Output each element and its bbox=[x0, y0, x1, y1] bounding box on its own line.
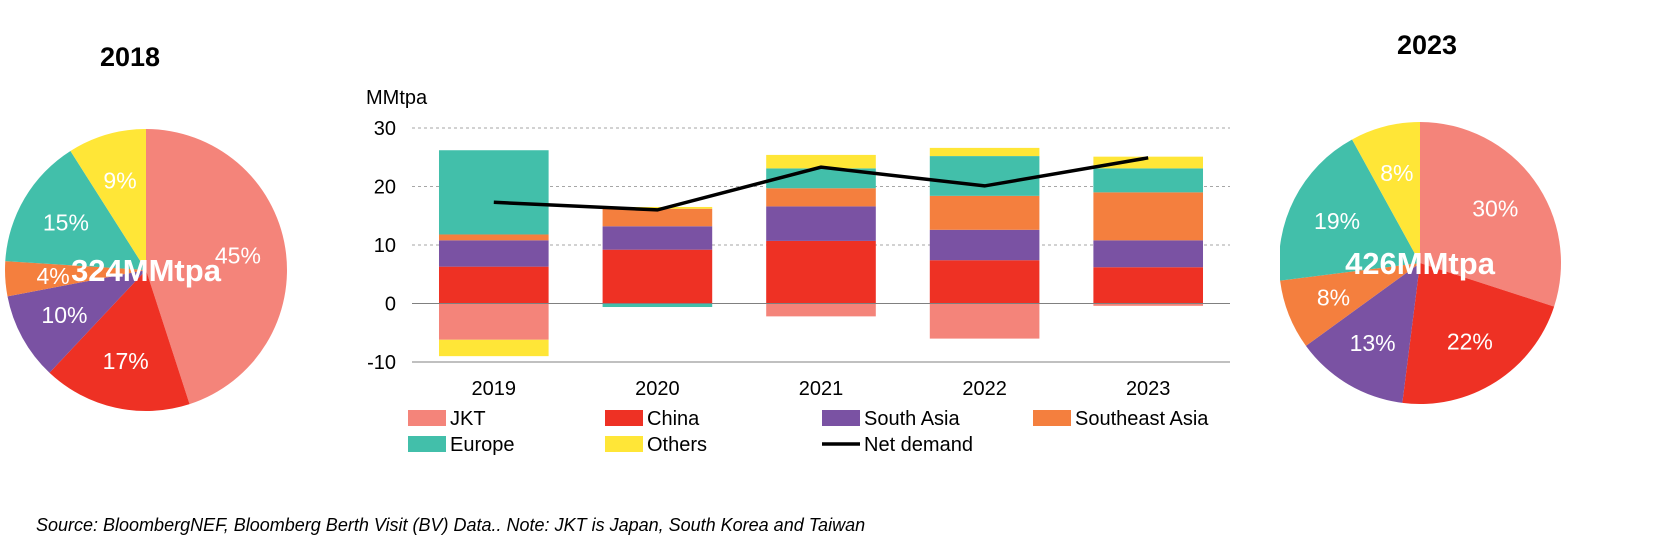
legend-swatch-south-asia bbox=[822, 410, 860, 426]
bar-2023-europe bbox=[1093, 168, 1204, 193]
pie-2018-slice-southeast-asia bbox=[4, 261, 146, 297]
legend-label-southeast-asia: Southeast Asia bbox=[1075, 408, 1209, 430]
bar-2020-south-asia bbox=[602, 226, 713, 250]
y-tick-label: 10 bbox=[374, 235, 396, 257]
legend-swatch-others bbox=[605, 436, 643, 452]
bar-2021-southeast-asia bbox=[766, 188, 876, 207]
bar-2023-southeast-asia bbox=[1093, 192, 1204, 241]
x-tick-label: 2022 bbox=[962, 378, 1007, 400]
pie-chart-2018: 45% 17% 10% 4% 15% 9% 324MMtpa bbox=[4, 129, 287, 411]
y-tick-label: 0 bbox=[385, 294, 396, 316]
legend-label-south-asia: South Asia bbox=[864, 408, 961, 430]
pie-2018-slice-south-asia bbox=[7, 270, 146, 373]
bar-2023-china bbox=[1093, 267, 1204, 304]
pie-2023-slice-jkt bbox=[1420, 122, 1561, 307]
legend-swatch-china bbox=[605, 410, 643, 426]
pie-2023-label-south-asia: 13% bbox=[1350, 330, 1396, 356]
y-tick-label: 20 bbox=[374, 177, 396, 199]
y-tick-label: -10 bbox=[367, 352, 396, 374]
pie-chart-2023: 30%22%13%8%19%8%426MMtpa bbox=[1280, 122, 1561, 404]
pie-2023-slice-others bbox=[1352, 122, 1420, 263]
pie-2018-slice-europe bbox=[5, 150, 147, 270]
pie-2023-slice-europe bbox=[1280, 139, 1420, 281]
legend-swatch-jkt bbox=[408, 410, 446, 426]
bar-2020-europe bbox=[602, 303, 713, 308]
source-note: Source: BloombergNEF, Bloomberg Berth Vi… bbox=[36, 515, 866, 535]
bar-2023-jkt bbox=[1093, 303, 1204, 306]
pie-2023-slice-southeast-asia bbox=[1280, 263, 1420, 346]
x-tick-label: 2021 bbox=[799, 378, 844, 400]
x-tick-label: 2020 bbox=[635, 378, 680, 400]
legend-label-net-demand: Net demand bbox=[864, 434, 973, 456]
legend-label-china: China bbox=[647, 408, 700, 430]
pie-2018-title: 2018 bbox=[100, 42, 161, 72]
pie-2023-slice-south-asia bbox=[1305, 263, 1420, 403]
legend-label-europe: Europe bbox=[450, 434, 515, 456]
bar-2022-south-asia bbox=[929, 229, 1040, 261]
bar-2021-south-asia bbox=[766, 206, 876, 241]
bar-2021-jkt bbox=[766, 303, 876, 317]
bar-2019-south-asia bbox=[438, 240, 549, 267]
pie-2018-label-others: 9% bbox=[103, 168, 136, 194]
x-tick-label: 2019 bbox=[472, 378, 517, 400]
legend-swatch-europe bbox=[408, 436, 446, 452]
bar-2019-southeast-asia bbox=[438, 234, 549, 241]
pie-2018-label-jkt: 45% bbox=[215, 242, 261, 268]
stacked-bar-chart: MMtpa -10 0 10 20 30 2019 2020 2021 2022 2023 JKT Ch… bbox=[366, 87, 1230, 456]
pie-2018-slice-others bbox=[70, 129, 146, 270]
pie-2018-label-china: 17% bbox=[103, 348, 149, 374]
bar-2021-china bbox=[766, 240, 876, 304]
pie-2018-label-south-asia: 10% bbox=[41, 302, 87, 328]
pie-2023-label-europe: 19% bbox=[1314, 208, 1360, 234]
y-tick-label: 30 bbox=[374, 118, 396, 140]
bar-2019-china bbox=[438, 266, 549, 304]
pie-2018-center-label: 324MMtpa bbox=[71, 253, 222, 288]
pie-2023-label-jkt: 30% bbox=[1472, 195, 1518, 221]
bar-2019-europe bbox=[438, 150, 549, 235]
bar-2019-others bbox=[438, 339, 549, 357]
bar-2023-others bbox=[1093, 156, 1204, 169]
pie-2018-slice-china bbox=[49, 270, 190, 411]
net-demand-line bbox=[493, 156, 1149, 212]
bar-2022-southeast-asia bbox=[929, 195, 1040, 230]
bar-2021-others bbox=[766, 154, 876, 169]
bar-2022-china bbox=[929, 260, 1040, 304]
bar-2022-jkt bbox=[929, 303, 1040, 339]
legend-label-jkt: JKT bbox=[450, 408, 486, 430]
pie-2018-slice-jkt bbox=[146, 129, 287, 405]
pie-2023-label-southeast-asia: 8% bbox=[1317, 284, 1350, 310]
pie-2018-label-europe: 15% bbox=[43, 210, 89, 236]
legend-swatch-southeast-asia bbox=[1033, 410, 1071, 426]
bar-2020-southeast-asia bbox=[602, 208, 713, 227]
bar-2022-europe bbox=[929, 156, 1040, 196]
pie-2023-label-china: 22% bbox=[1447, 329, 1493, 355]
bar-2023-south-asia bbox=[1093, 240, 1204, 268]
bar-2020-others bbox=[602, 206, 713, 209]
legend-label-others: Others bbox=[647, 434, 707, 456]
bar-2022-others bbox=[929, 147, 1040, 157]
pie-2023-label-others: 8% bbox=[1380, 160, 1413, 186]
pie-2023-center-label: 426MMtpa bbox=[1345, 246, 1496, 281]
bar-2020-china bbox=[602, 249, 713, 304]
x-tick-label: 2023 bbox=[1126, 378, 1171, 400]
bar-2019-jkt bbox=[438, 303, 549, 340]
pie-2018-label-southeast-asia: 4% bbox=[36, 263, 69, 289]
y-axis-label: MMtpa bbox=[366, 87, 428, 109]
pie-2023-title: 2023 bbox=[1397, 30, 1458, 60]
pie-2023-slice-china bbox=[1402, 263, 1555, 404]
